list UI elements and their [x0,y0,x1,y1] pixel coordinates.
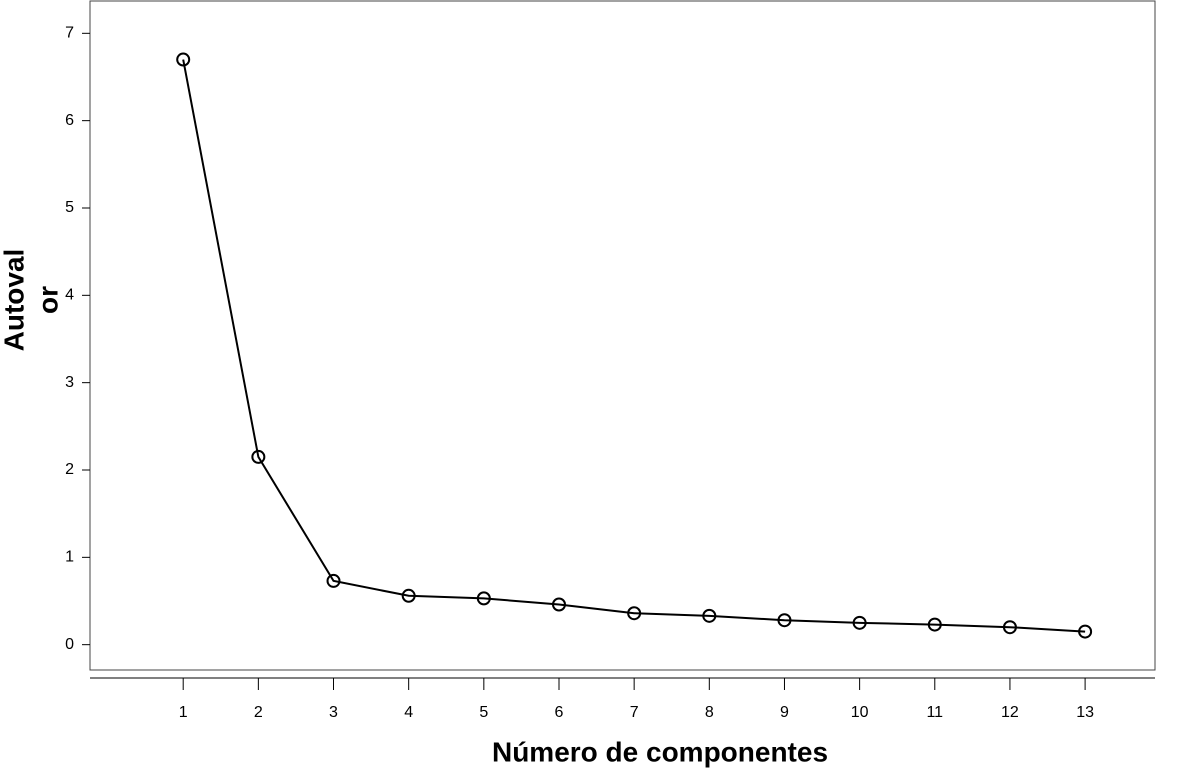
data-point [927,617,942,632]
data-point [852,615,867,630]
data-point [401,588,416,603]
y-tick-label: 4 [65,287,74,304]
x-tick-label: 9 [780,704,789,721]
x-tick-label: 13 [1076,704,1094,721]
y-axis-label-line: or [32,286,63,314]
data-point [476,591,491,606]
data-point [251,449,266,464]
y-axis-label: Autoval or [0,249,63,352]
data-point [1078,624,1093,639]
x-tick-label: 10 [851,704,869,721]
data-point [326,573,341,588]
x-tick-label: 6 [555,704,564,721]
x-tick-label: 3 [329,704,338,721]
x-tick-label: 7 [630,704,639,721]
x-tick-label: 11 [926,704,943,721]
data-point [551,597,566,612]
y-tick-label: 0 [65,636,74,653]
x-tick-label: 8 [705,704,714,721]
data-point [176,52,191,67]
y-tick-label: 1 [65,549,74,566]
x-axis-label: Número de componentes [492,736,828,767]
y-tick-label: 3 [65,374,74,391]
data-point [627,606,642,621]
x-tick-label: 12 [1001,704,1019,721]
data-point [777,613,792,628]
x-tick-label: 2 [254,704,263,721]
y-tick-label: 2 [65,461,74,478]
y-axis-label-line: Autoval [0,249,29,352]
data-point [702,608,717,623]
y-tick-label: 5 [65,199,74,216]
x-tick-label: 1 [179,704,188,721]
y-tick-label: 7 [65,25,74,42]
data-line [182,59,1086,633]
x-tick-label: 5 [479,704,488,721]
plot-frame [89,0,1156,671]
x-tick-label: 4 [404,704,413,721]
y-tick-label: 6 [65,112,74,129]
data-point [1002,620,1017,635]
